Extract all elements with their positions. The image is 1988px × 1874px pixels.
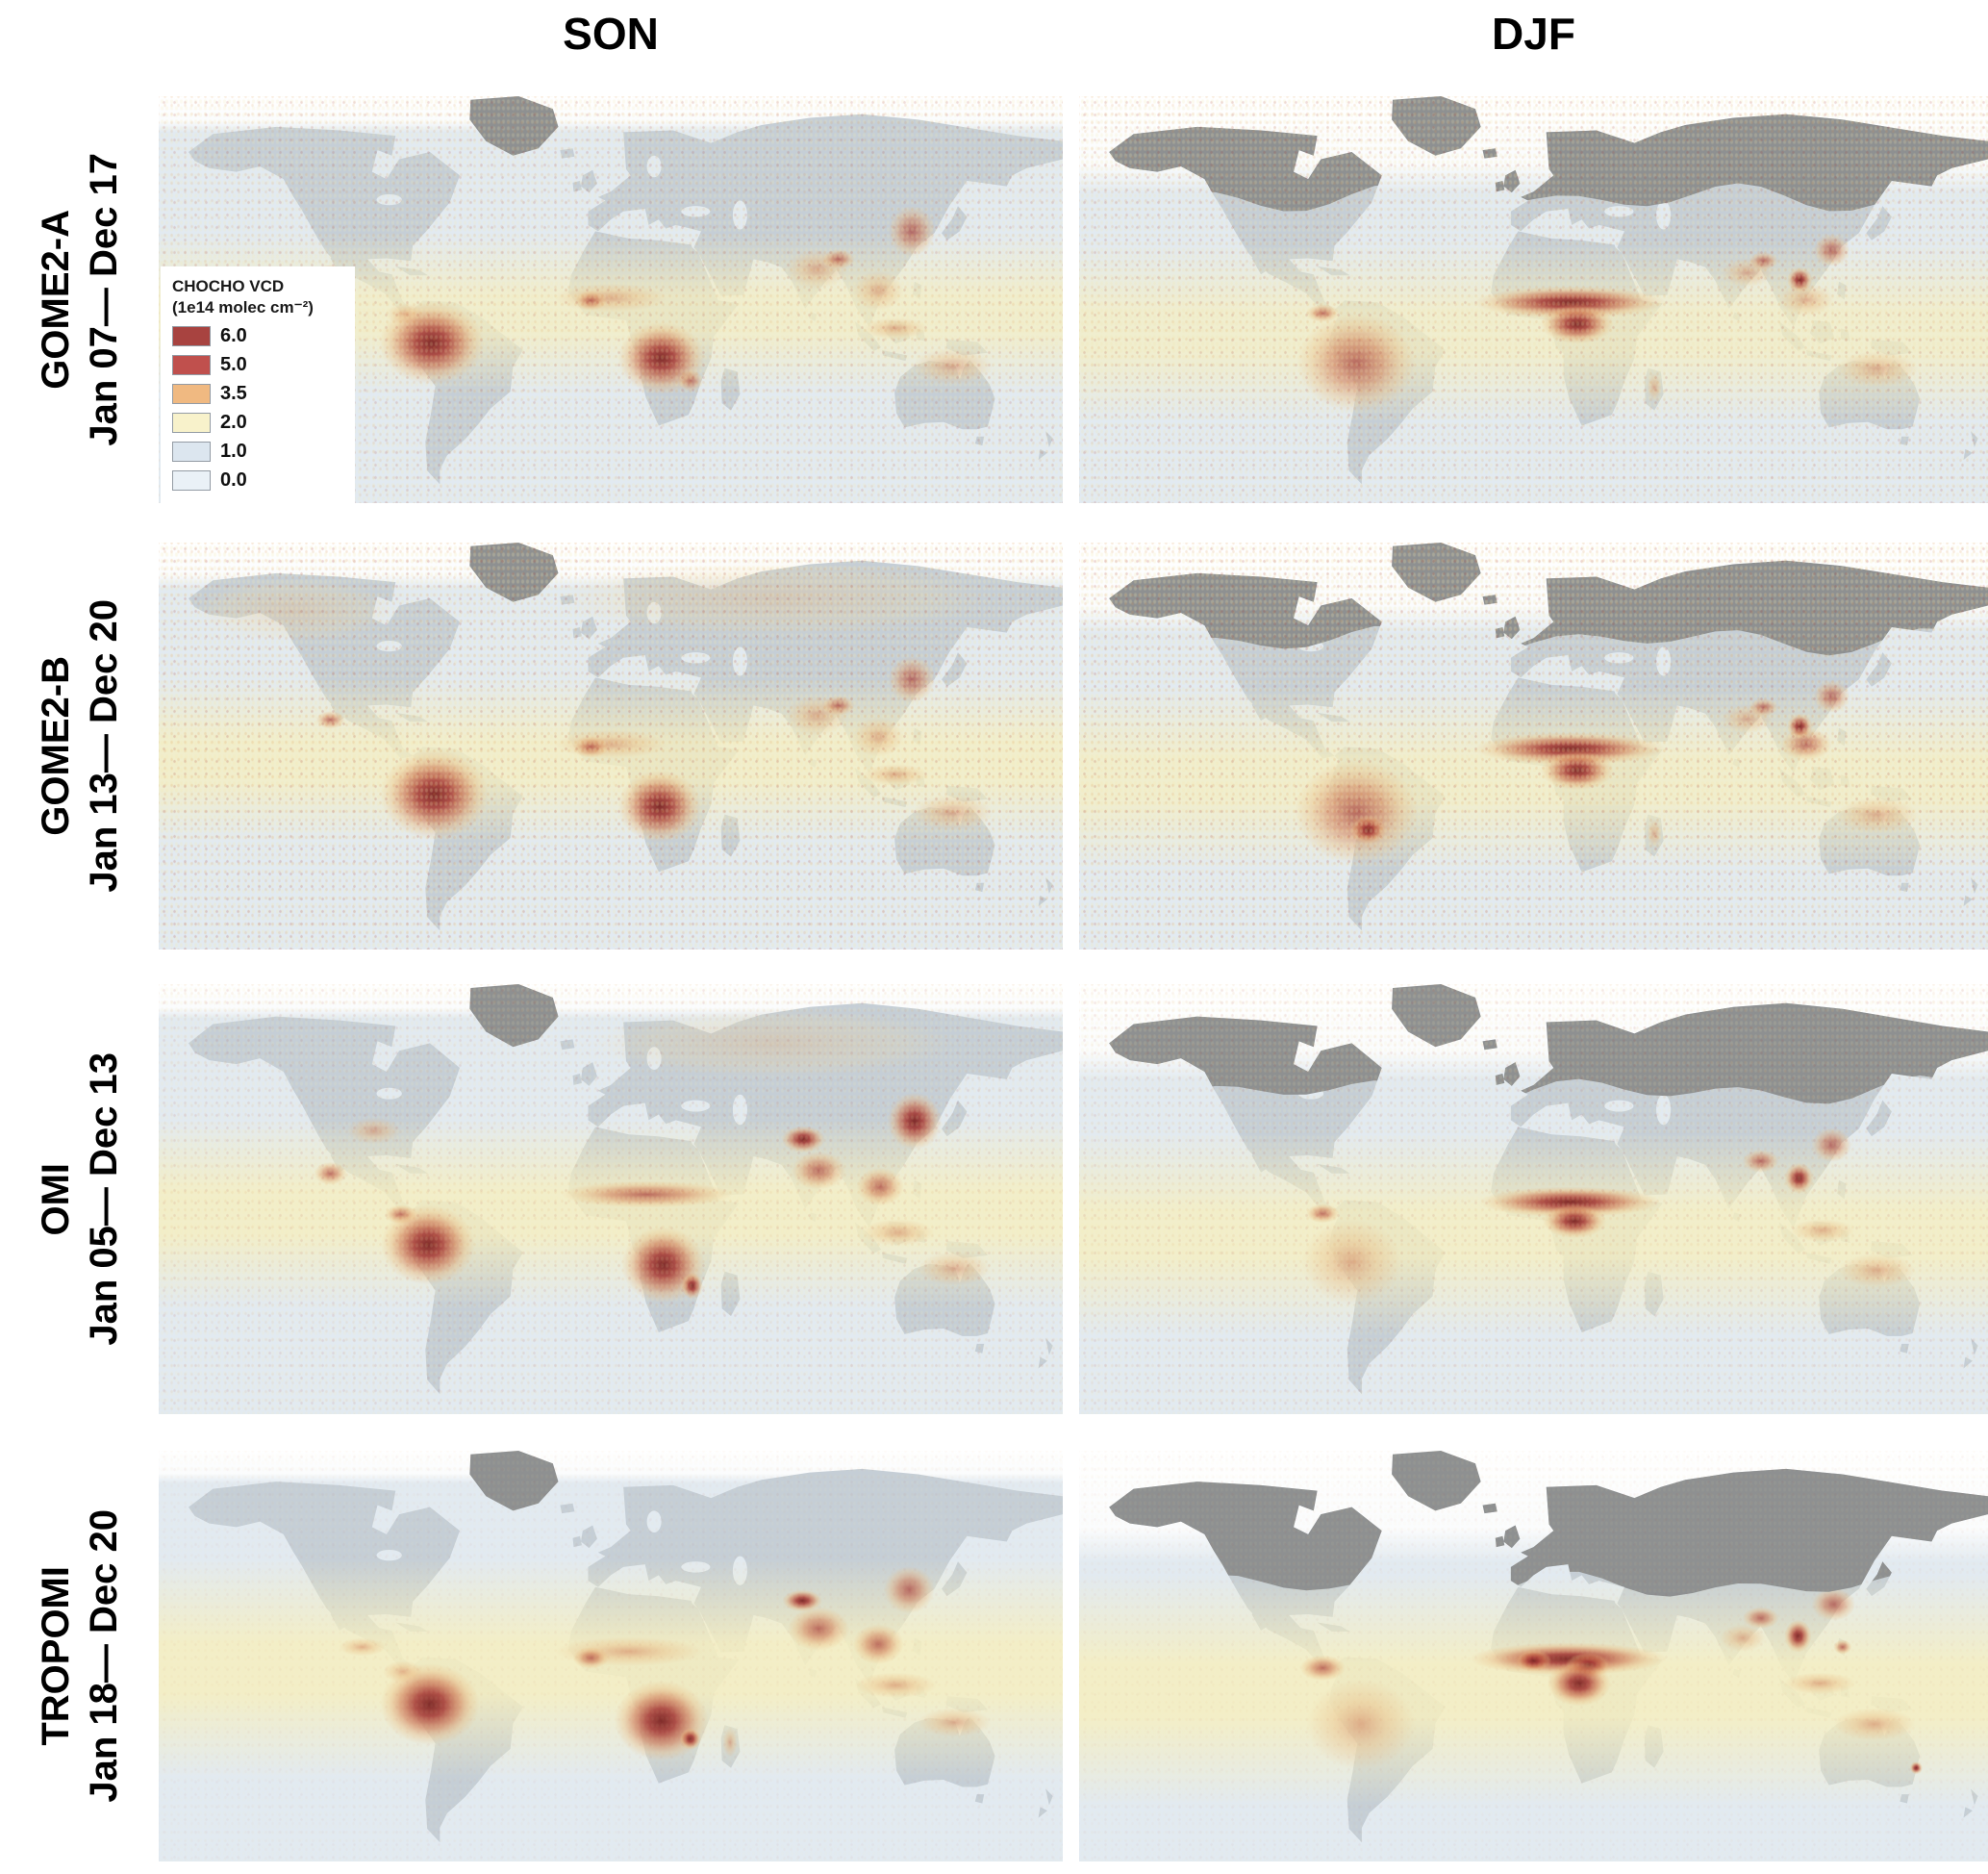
map-panel-gome2a-djf [1079,96,1988,503]
legend-swatch [172,413,211,433]
map-panel-gome2a-son: CHOCHO VCD (1e14 molec cm⁻²) 6.0 5.0 3.5… [159,96,1063,503]
legend-entry: 1.0 [172,441,345,463]
legend-entry: 6.0 [172,325,345,347]
column-header-djf: DJF [1492,9,1575,59]
row-label-tropomi: TROPOMI Jan 18— Dec 20 [0,1451,159,1861]
map-panel-tropomi-djf [1079,1451,1988,1861]
map-legend: CHOCHO VCD (1e14 molec cm⁻²) 6.0 5.0 3.5… [161,266,355,503]
row-dates-label: Jan 13— Dec 20 [82,599,125,893]
row-dates-label: Jan 18— Dec 20 [82,1509,125,1803]
row-dates-label: Jan 05— Dec 13 [82,1052,125,1346]
map-panel-gome2b-son [159,543,1063,950]
row-instrument-label: GOME2-B [34,656,77,836]
row-dates-label: Jan 07— Dec 17 [82,153,125,446]
legend-swatch [172,442,211,462]
legend-swatch [172,384,211,404]
legend-title: CHOCHO VCD [172,276,285,295]
row-label-gome2a: GOME2-A Jan 07— Dec 17 [0,96,159,503]
legend-swatch [172,355,211,375]
legend-units: (1e14 molec cm⁻²) [172,297,314,317]
legend-entry: 5.0 [172,354,345,376]
row-label-gome2b: GOME2-B Jan 13— Dec 20 [0,543,159,950]
row-label-omi: OMI Jan 05— Dec 13 [0,984,159,1414]
map-panel-omi-son [159,984,1063,1414]
column-header-son: SON [563,9,659,59]
map-panel-tropomi-son [159,1451,1063,1861]
legend-swatch [172,470,211,491]
row-instrument-label: OMI [34,1162,77,1236]
map-panel-gome2b-djf [1079,543,1988,950]
map-panel-omi-djf [1079,984,1988,1414]
legend-entry: 0.0 [172,469,345,492]
legend-swatch [172,326,211,346]
row-instrument-label: GOME2-A [34,210,77,390]
legend-entry: 3.5 [172,383,345,405]
legend-entry: 2.0 [172,412,345,434]
row-instrument-label: TROPOMI [34,1566,77,1746]
